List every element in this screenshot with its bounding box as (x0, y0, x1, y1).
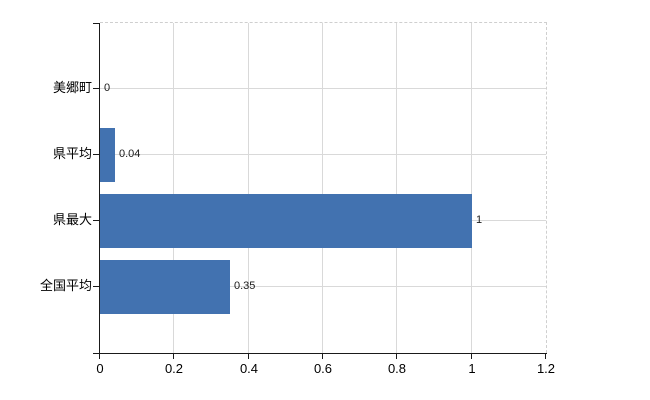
x-tick (99, 354, 100, 359)
category-label: 美郷町 (52, 80, 92, 95)
category-label: 県平均 (52, 146, 92, 161)
gridline-horizontal (100, 286, 546, 287)
y-tick (93, 88, 99, 89)
y-tick (93, 23, 99, 24)
gridline-horizontal (100, 88, 546, 89)
x-tick-label: 0.2 (164, 361, 184, 376)
x-tick-label: 0.6 (313, 361, 333, 376)
bar-value-label: 0.04 (119, 148, 141, 160)
bar (100, 128, 115, 182)
gridline-vertical (248, 23, 249, 353)
x-tick-label: 1 (468, 361, 476, 376)
gridline-vertical (322, 23, 323, 353)
gridline-vertical (471, 23, 472, 353)
bar (100, 194, 472, 248)
gridline-vertical (173, 23, 174, 353)
bar-value-label: 1 (476, 214, 483, 226)
x-axis-line (93, 353, 547, 354)
x-tick-label: 0 (96, 361, 104, 376)
bar-value-label: 0 (104, 82, 111, 94)
y-tick (93, 220, 99, 221)
x-tick-label: 0.8 (387, 361, 407, 376)
x-tick (173, 354, 174, 359)
gridline-vertical (396, 23, 397, 353)
x-tick (248, 354, 249, 359)
bar-value-label: 0.35 (234, 280, 256, 292)
x-tick (396, 354, 397, 359)
x-tick (471, 354, 472, 359)
x-tick (322, 354, 323, 359)
x-tick-label: 0.4 (239, 361, 259, 376)
plot-area: 0 0.04 1 0.35 (93, 22, 547, 359)
y-tick (93, 286, 99, 287)
category-label: 県最大 (52, 212, 92, 227)
x-tick-label: 1.2 (536, 361, 556, 376)
gridline-horizontal (100, 154, 546, 155)
y-tick (93, 154, 99, 155)
y-axis-line (99, 23, 100, 354)
category-label: 全国平均 (39, 278, 92, 293)
bar (100, 260, 230, 314)
x-tick (545, 354, 546, 359)
